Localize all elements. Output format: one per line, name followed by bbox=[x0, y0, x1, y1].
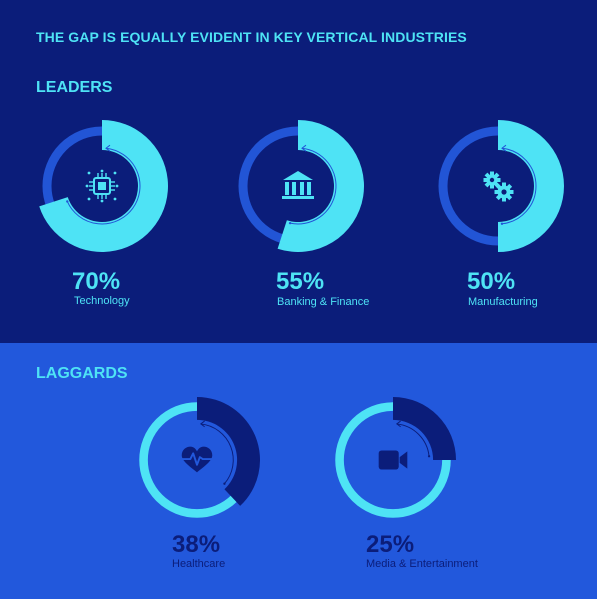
donut-arrow bbox=[289, 147, 337, 225]
donut-arrow bbox=[396, 423, 430, 457]
donut-value-segment bbox=[498, 120, 564, 252]
media-entertainment-label: Media & Entertainment bbox=[366, 558, 478, 570]
heart-pulse-icon bbox=[181, 446, 213, 473]
donut-value-segment bbox=[197, 397, 260, 506]
donut-arrowhead bbox=[301, 144, 307, 152]
healthcare-label: Healthcare bbox=[172, 558, 226, 570]
donut-arrow-tail bbox=[427, 455, 431, 458]
donut-value-segment bbox=[39, 120, 168, 252]
banking-finance-percent: 55% bbox=[276, 268, 325, 295]
leaders-heading: LEADERS bbox=[36, 79, 113, 96]
donut-arrowhead bbox=[501, 144, 507, 152]
donut-arrow bbox=[66, 147, 141, 225]
technology-label: Technology bbox=[74, 295, 130, 307]
donut-arrow bbox=[501, 147, 537, 225]
video-camera-icon bbox=[378, 450, 408, 470]
donut-arrowhead bbox=[199, 420, 205, 428]
laggards-panel bbox=[0, 343, 597, 599]
donut-arrowhead bbox=[105, 144, 111, 152]
manufacturing-label: Manufacturing bbox=[468, 296, 538, 308]
gears-icon bbox=[483, 171, 514, 202]
microchip-icon bbox=[85, 169, 119, 203]
laggards-heading: LAGGARDS bbox=[36, 365, 128, 382]
donut-arrowhead bbox=[395, 420, 401, 428]
banking-finance-label: Banking & Finance bbox=[277, 296, 370, 308]
manufacturing-percent: 50% bbox=[467, 268, 516, 295]
technology-percent: 70% bbox=[72, 268, 121, 295]
healthcare-donut bbox=[139, 397, 260, 518]
media-entertainment-donut bbox=[335, 397, 456, 518]
donut-value-segment bbox=[277, 120, 364, 252]
technology-donut bbox=[39, 120, 168, 252]
donut-arrow-tail bbox=[223, 482, 226, 485]
banking-finance-donut bbox=[238, 120, 364, 252]
media-entertainment-percent: 25% bbox=[366, 531, 415, 558]
bank-icon bbox=[282, 171, 314, 199]
donut-arrow-tail bbox=[288, 221, 292, 225]
donut-arrow-tail bbox=[66, 200, 69, 203]
donut-arrow bbox=[200, 423, 234, 485]
headline: THE GAP IS EQUALLY EVIDENT IN KEY VERTIC… bbox=[36, 29, 467, 45]
healthcare-percent: 38% bbox=[172, 531, 221, 558]
donut-value-segment bbox=[393, 397, 456, 460]
manufacturing-donut bbox=[438, 120, 564, 252]
donut-arrow-tail bbox=[500, 222, 504, 225]
